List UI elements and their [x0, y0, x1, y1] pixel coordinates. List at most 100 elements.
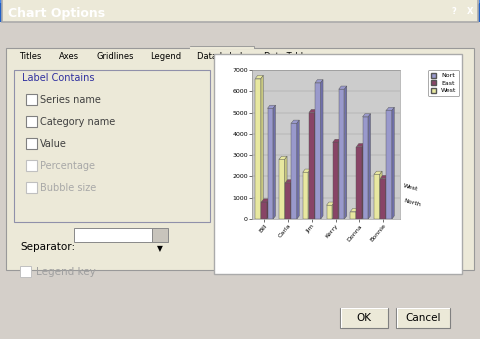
Bar [279, 159, 285, 219]
Bar [350, 212, 356, 219]
Bar [14, 70, 210, 222]
Polygon shape [339, 86, 347, 89]
Bar [262, 202, 267, 219]
Polygon shape [386, 107, 395, 111]
Text: Legend key: Legend key [36, 267, 96, 277]
Text: Category name: Category name [40, 117, 115, 127]
Polygon shape [309, 109, 317, 113]
Bar [362, 117, 368, 219]
Bar [374, 174, 380, 219]
Text: Titles: Titles [19, 52, 41, 61]
Bar [6, 48, 474, 270]
Text: Series name: Series name [40, 95, 101, 105]
Bar [340, 308, 388, 328]
Bar [143, 48, 189, 65]
Bar [74, 228, 156, 242]
Bar [267, 108, 273, 219]
Bar [303, 172, 309, 219]
Bar [446, 0, 461, 3]
Bar [88, 48, 142, 65]
Polygon shape [380, 171, 382, 219]
Polygon shape [297, 120, 299, 219]
Polygon shape [255, 75, 264, 79]
Text: North: North [403, 198, 421, 207]
Text: Data Table: Data Table [264, 52, 308, 61]
Polygon shape [314, 109, 317, 219]
Polygon shape [303, 169, 311, 172]
Polygon shape [291, 180, 293, 219]
Polygon shape [392, 107, 395, 219]
Text: OK: OK [357, 313, 372, 323]
Text: ?: ? [451, 6, 456, 16]
Polygon shape [326, 202, 335, 205]
Text: X: X [467, 6, 474, 16]
Text: Data Labels: Data Labels [197, 52, 247, 61]
Text: Chart Options: Chart Options [8, 7, 105, 20]
Bar [26, 94, 37, 105]
Bar [315, 83, 321, 219]
Polygon shape [261, 75, 264, 219]
Bar [26, 160, 37, 171]
Text: Axes: Axes [59, 52, 79, 61]
Polygon shape [291, 120, 299, 123]
Bar [291, 123, 297, 219]
Polygon shape [333, 139, 341, 142]
Polygon shape [267, 105, 276, 108]
Polygon shape [315, 80, 323, 83]
Polygon shape [285, 180, 293, 183]
Polygon shape [321, 80, 323, 219]
Polygon shape [357, 143, 364, 147]
Bar [357, 147, 362, 219]
Polygon shape [262, 199, 269, 202]
Text: Bubble size: Bubble size [40, 183, 96, 193]
Bar [396, 308, 450, 328]
Polygon shape [273, 105, 276, 219]
Bar [190, 46, 254, 65]
Bar [333, 142, 338, 219]
Text: Value: Value [40, 139, 67, 149]
Polygon shape [345, 86, 347, 219]
Bar [285, 183, 291, 219]
Polygon shape [356, 208, 359, 219]
Text: Percentage: Percentage [40, 161, 95, 171]
Polygon shape [362, 143, 364, 219]
Bar [10, 48, 50, 65]
Polygon shape [285, 156, 287, 219]
Bar [214, 54, 462, 274]
Polygon shape [362, 114, 371, 117]
Text: Legend: Legend [150, 52, 181, 61]
Bar [152, 228, 168, 242]
Legend: Nort, East, West: Nort, East, West [428, 70, 459, 96]
Polygon shape [338, 139, 341, 219]
Polygon shape [279, 156, 287, 159]
Bar [380, 179, 386, 219]
Polygon shape [386, 175, 388, 219]
Text: Cancel: Cancel [405, 313, 441, 323]
Bar [386, 111, 392, 219]
Text: West: West [403, 183, 419, 192]
Text: Label Contains: Label Contains [22, 73, 95, 83]
Text: Separator:: Separator: [20, 242, 75, 252]
Bar [463, 0, 478, 3]
Polygon shape [374, 171, 382, 174]
Bar [51, 48, 87, 65]
Polygon shape [368, 114, 371, 219]
Bar [255, 79, 261, 219]
Polygon shape [309, 169, 311, 219]
Polygon shape [350, 208, 359, 212]
Bar [26, 116, 37, 127]
Bar [339, 89, 345, 219]
Polygon shape [332, 202, 335, 219]
Text: Gridlines: Gridlines [96, 52, 134, 61]
Bar [255, 48, 317, 65]
Polygon shape [267, 199, 269, 219]
Bar [0, 0, 480, 3]
Polygon shape [380, 175, 388, 179]
Bar [309, 113, 314, 219]
Bar [26, 138, 37, 149]
Text: ▼: ▼ [157, 244, 163, 254]
Bar [20, 266, 31, 277]
Bar [326, 205, 332, 219]
Bar [0, 0, 480, 22]
Bar [26, 182, 37, 193]
